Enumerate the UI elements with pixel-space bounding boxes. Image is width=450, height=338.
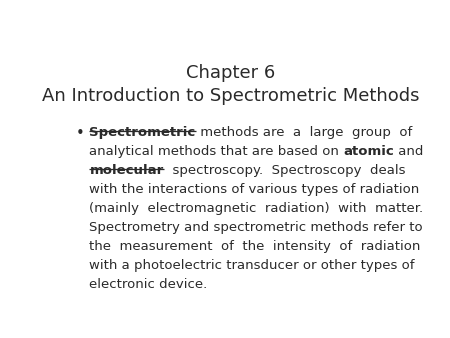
Text: molecular: molecular	[90, 165, 164, 177]
Text: Spectrometric: Spectrometric	[90, 126, 196, 140]
Text: spectroscopy.  Spectroscopy  deals: spectroscopy. Spectroscopy deals	[164, 165, 405, 177]
Text: with the interactions of various types of radiation: with the interactions of various types o…	[90, 184, 420, 196]
Text: analytical methods that are based on: analytical methods that are based on	[90, 145, 343, 159]
Text: •: •	[76, 126, 84, 141]
Text: atomic: atomic	[343, 145, 394, 159]
Text: Spectrometry and spectrometric methods refer to: Spectrometry and spectrometric methods r…	[90, 221, 423, 235]
Text: Chapter 6
An Introduction to Spectrometric Methods: Chapter 6 An Introduction to Spectrometr…	[42, 64, 419, 105]
Text: (mainly  electromagnetic  radiation)  with  matter.: (mainly electromagnetic radiation) with …	[90, 202, 423, 215]
Text: with a photoelectric transducer or other types of: with a photoelectric transducer or other…	[90, 260, 415, 272]
Text: methods are  a  large  group  of: methods are a large group of	[196, 126, 412, 140]
Text: electronic device.: electronic device.	[90, 279, 207, 291]
Text: and: and	[394, 145, 423, 159]
Text: the  measurement  of  the  intensity  of  radiation: the measurement of the intensity of radi…	[90, 240, 421, 254]
